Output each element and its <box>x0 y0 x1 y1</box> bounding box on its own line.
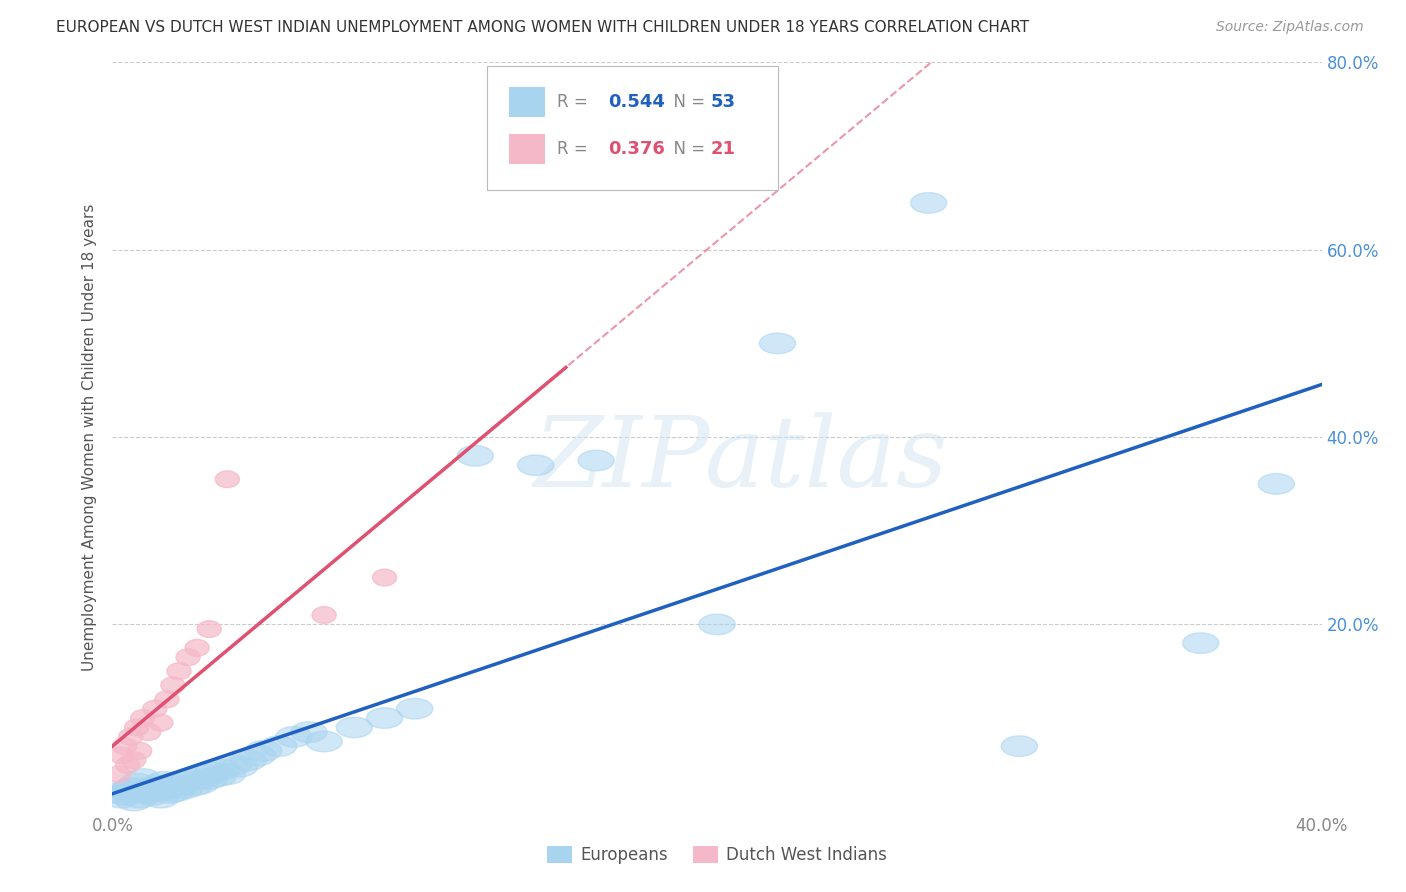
Ellipse shape <box>578 450 614 471</box>
Ellipse shape <box>131 778 167 798</box>
Ellipse shape <box>200 766 236 787</box>
Ellipse shape <box>136 723 160 740</box>
Ellipse shape <box>115 790 152 811</box>
Text: 0.376: 0.376 <box>609 140 665 158</box>
Ellipse shape <box>152 782 188 804</box>
Y-axis label: Unemployment Among Women with Children Under 18 years: Unemployment Among Women with Children U… <box>82 203 97 671</box>
Text: ZIPatlas: ZIPatlas <box>534 412 949 508</box>
Ellipse shape <box>307 731 342 752</box>
Ellipse shape <box>134 785 170 805</box>
Ellipse shape <box>128 742 152 759</box>
Ellipse shape <box>118 773 155 794</box>
Ellipse shape <box>231 750 267 771</box>
Ellipse shape <box>373 569 396 586</box>
Ellipse shape <box>167 663 191 680</box>
Ellipse shape <box>167 778 204 798</box>
Ellipse shape <box>107 766 131 782</box>
Ellipse shape <box>194 762 231 782</box>
Ellipse shape <box>115 756 139 773</box>
Ellipse shape <box>118 729 143 745</box>
Ellipse shape <box>260 736 297 756</box>
Ellipse shape <box>312 607 336 624</box>
Ellipse shape <box>239 745 276 766</box>
Ellipse shape <box>367 707 402 729</box>
Ellipse shape <box>155 691 179 707</box>
Ellipse shape <box>276 726 312 747</box>
Ellipse shape <box>179 769 215 789</box>
Ellipse shape <box>125 769 160 789</box>
Ellipse shape <box>121 788 157 808</box>
Ellipse shape <box>209 764 246 785</box>
Ellipse shape <box>759 333 796 354</box>
Ellipse shape <box>143 788 179 808</box>
Ellipse shape <box>160 677 186 694</box>
Ellipse shape <box>396 698 433 719</box>
Ellipse shape <box>291 722 328 742</box>
Ellipse shape <box>121 752 146 769</box>
Ellipse shape <box>136 780 173 801</box>
Ellipse shape <box>1182 632 1219 654</box>
Ellipse shape <box>160 775 197 796</box>
Text: R =: R = <box>557 93 599 112</box>
Ellipse shape <box>246 740 281 761</box>
Ellipse shape <box>149 714 173 731</box>
Text: 53: 53 <box>711 93 735 112</box>
Ellipse shape <box>1001 736 1038 756</box>
FancyBboxPatch shape <box>509 134 546 163</box>
Ellipse shape <box>181 773 218 794</box>
Ellipse shape <box>215 471 239 488</box>
Ellipse shape <box>125 719 149 736</box>
Ellipse shape <box>170 772 207 792</box>
Ellipse shape <box>197 621 221 638</box>
Ellipse shape <box>110 747 134 764</box>
Ellipse shape <box>104 788 139 808</box>
Ellipse shape <box>157 780 194 801</box>
Ellipse shape <box>221 756 257 777</box>
Ellipse shape <box>146 772 181 792</box>
Ellipse shape <box>457 445 494 467</box>
Text: EUROPEAN VS DUTCH WEST INDIAN UNEMPLOYMENT AMONG WOMEN WITH CHILDREN UNDER 18 YE: EUROPEAN VS DUTCH WEST INDIAN UNEMPLOYME… <box>56 20 1029 35</box>
Ellipse shape <box>517 455 554 475</box>
Ellipse shape <box>100 782 136 804</box>
Ellipse shape <box>143 700 167 717</box>
Ellipse shape <box>1258 474 1295 494</box>
Ellipse shape <box>176 775 212 796</box>
Ellipse shape <box>128 782 165 804</box>
Text: N =: N = <box>662 140 710 158</box>
Ellipse shape <box>176 648 200 665</box>
Text: 0.544: 0.544 <box>609 93 665 112</box>
Text: 21: 21 <box>711 140 735 158</box>
Ellipse shape <box>155 773 191 794</box>
Text: Source: ZipAtlas.com: Source: ZipAtlas.com <box>1216 20 1364 34</box>
Ellipse shape <box>215 755 252 775</box>
Ellipse shape <box>112 778 149 798</box>
Text: R =: R = <box>557 140 599 158</box>
Ellipse shape <box>202 759 239 780</box>
Ellipse shape <box>131 710 155 726</box>
FancyBboxPatch shape <box>509 87 546 117</box>
Legend: Europeans, Dutch West Indians: Europeans, Dutch West Indians <box>540 839 894 871</box>
Ellipse shape <box>139 775 176 796</box>
Ellipse shape <box>186 640 209 657</box>
Ellipse shape <box>699 614 735 635</box>
Text: N =: N = <box>662 93 710 112</box>
Ellipse shape <box>191 769 228 789</box>
Ellipse shape <box>107 785 143 805</box>
Ellipse shape <box>336 717 373 738</box>
FancyBboxPatch shape <box>488 66 778 190</box>
Ellipse shape <box>110 780 146 801</box>
Ellipse shape <box>149 778 186 798</box>
Ellipse shape <box>911 193 946 213</box>
Ellipse shape <box>112 738 136 755</box>
Ellipse shape <box>186 764 221 785</box>
